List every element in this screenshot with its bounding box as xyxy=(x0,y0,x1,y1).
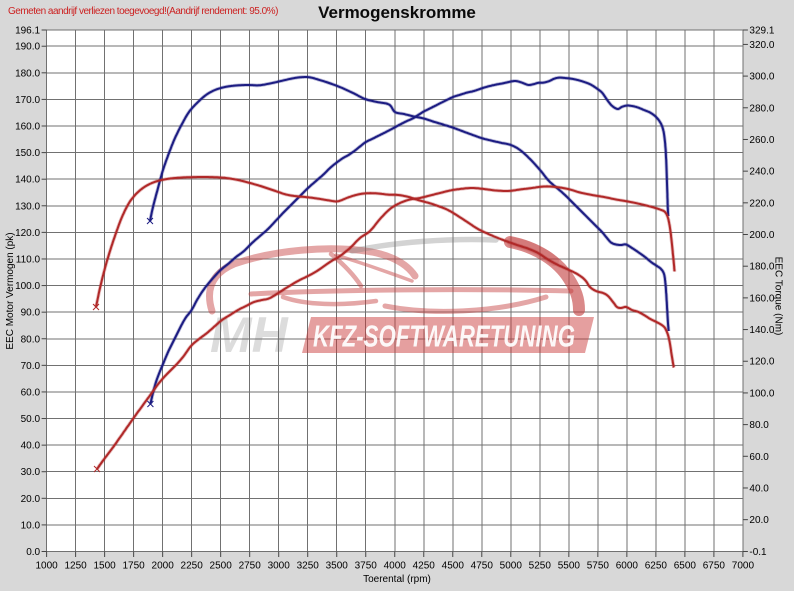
svg-text:300.0: 300.0 xyxy=(749,72,774,83)
svg-text:40.0: 40.0 xyxy=(21,441,41,452)
svg-text:80.0: 80.0 xyxy=(749,420,769,431)
svg-text:180.0: 180.0 xyxy=(15,68,40,79)
svg-text:5000: 5000 xyxy=(500,561,523,572)
svg-text:140.0: 140.0 xyxy=(15,175,40,186)
svg-text:3500: 3500 xyxy=(326,561,349,572)
svg-text:2250: 2250 xyxy=(181,561,204,572)
svg-text:90.0: 90.0 xyxy=(21,308,41,319)
svg-text:320.0: 320.0 xyxy=(749,40,774,51)
svg-text:1250: 1250 xyxy=(64,561,87,572)
svg-text:160.0: 160.0 xyxy=(15,122,40,133)
svg-text:KFZ-SOFTWARETUNING: KFZ-SOFTWARETUNING xyxy=(313,319,575,354)
svg-text:60.0: 60.0 xyxy=(21,387,41,398)
svg-text:196.1: 196.1 xyxy=(15,26,40,37)
svg-text:140.0: 140.0 xyxy=(749,325,774,336)
svg-text:100.0: 100.0 xyxy=(749,388,774,399)
svg-text:280.0: 280.0 xyxy=(749,103,774,114)
svg-text:120.0: 120.0 xyxy=(749,357,774,368)
svg-text:20.0: 20.0 xyxy=(749,515,769,526)
svg-text:1500: 1500 xyxy=(93,561,116,572)
svg-text:130.0: 130.0 xyxy=(15,201,40,212)
svg-text:-0.1: -0.1 xyxy=(749,547,767,558)
svg-text:3000: 3000 xyxy=(268,561,291,572)
svg-text:4250: 4250 xyxy=(413,561,436,572)
svg-text:4000: 4000 xyxy=(384,561,407,572)
svg-text:4500: 4500 xyxy=(442,561,465,572)
svg-text:MH: MH xyxy=(210,307,289,363)
svg-text:10.0: 10.0 xyxy=(21,520,41,531)
svg-text:50.0: 50.0 xyxy=(21,414,41,425)
svg-text:70.0: 70.0 xyxy=(21,361,41,372)
svg-text:3750: 3750 xyxy=(355,561,378,572)
svg-text:2000: 2000 xyxy=(152,561,175,572)
svg-text:Vermogenskromme: Vermogenskromme xyxy=(318,3,476,22)
svg-text:220.0: 220.0 xyxy=(749,198,774,209)
svg-text:6250: 6250 xyxy=(645,561,668,572)
svg-text:6750: 6750 xyxy=(703,561,726,572)
svg-text:240.0: 240.0 xyxy=(749,167,774,178)
svg-text:150.0: 150.0 xyxy=(15,148,40,159)
svg-text:260.0: 260.0 xyxy=(749,135,774,146)
svg-text:6000: 6000 xyxy=(616,561,639,572)
svg-text:Gemeten aandrijf verliezen toe: Gemeten aandrijf verliezen toegevoegd!(A… xyxy=(8,6,278,17)
svg-text:Toerental (rpm): Toerental (rpm) xyxy=(363,574,431,585)
svg-text:4750: 4750 xyxy=(471,561,494,572)
svg-text:40.0: 40.0 xyxy=(749,483,769,494)
svg-text:5500: 5500 xyxy=(558,561,581,572)
svg-text:7000: 7000 xyxy=(732,561,755,572)
svg-text:2750: 2750 xyxy=(239,561,262,572)
svg-text:5250: 5250 xyxy=(529,561,552,572)
svg-text:5750: 5750 xyxy=(587,561,610,572)
svg-text:20.0: 20.0 xyxy=(21,494,41,505)
svg-text:1750: 1750 xyxy=(123,561,146,572)
svg-text:200.0: 200.0 xyxy=(749,230,774,241)
svg-text:190.0: 190.0 xyxy=(15,42,40,53)
svg-text:80.0: 80.0 xyxy=(21,334,41,345)
svg-text:2500: 2500 xyxy=(210,561,233,572)
svg-text:30.0: 30.0 xyxy=(21,467,41,478)
svg-text:1000: 1000 xyxy=(35,561,58,572)
svg-text:60.0: 60.0 xyxy=(749,452,769,463)
svg-text:0.0: 0.0 xyxy=(26,547,40,558)
svg-text:329.1: 329.1 xyxy=(749,26,774,37)
svg-text:EEC Motor Vermogen (pk): EEC Motor Vermogen (pk) xyxy=(5,232,16,349)
svg-text:160.0: 160.0 xyxy=(749,293,774,304)
svg-text:6500: 6500 xyxy=(674,561,697,572)
svg-text:110.0: 110.0 xyxy=(16,254,41,265)
svg-text:100.0: 100.0 xyxy=(15,281,40,292)
svg-text:EEC Torque (Nm): EEC Torque (Nm) xyxy=(773,257,784,336)
svg-text:180.0: 180.0 xyxy=(749,262,774,273)
svg-text:170.0: 170.0 xyxy=(15,95,40,106)
svg-text:3250: 3250 xyxy=(297,561,320,572)
svg-text:120.0: 120.0 xyxy=(15,228,40,239)
